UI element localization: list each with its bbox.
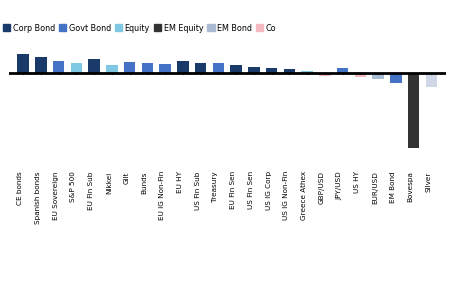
Bar <box>53 61 64 73</box>
Bar <box>159 64 171 73</box>
Bar <box>248 67 260 73</box>
Bar <box>35 57 47 73</box>
Bar <box>426 73 437 87</box>
Bar <box>124 62 135 73</box>
Bar <box>212 63 224 73</box>
Bar <box>337 68 348 73</box>
Bar <box>18 54 29 73</box>
Bar <box>195 62 207 73</box>
Bar <box>390 73 401 83</box>
Bar <box>302 70 313 73</box>
Bar <box>106 65 118 73</box>
Bar <box>230 65 242 73</box>
Bar <box>266 68 277 73</box>
Legend: Corp Bond, Govt Bond, Equity, EM Equity, EM Bond, Co: Corp Bond, Govt Bond, Equity, EM Equity,… <box>0 20 279 36</box>
Bar <box>408 73 419 148</box>
Bar <box>177 61 189 73</box>
Bar <box>71 63 82 73</box>
Bar <box>284 69 295 73</box>
Bar <box>88 59 100 73</box>
Bar <box>142 63 153 73</box>
Bar <box>372 73 384 79</box>
Bar <box>319 73 331 76</box>
Bar <box>355 73 366 77</box>
